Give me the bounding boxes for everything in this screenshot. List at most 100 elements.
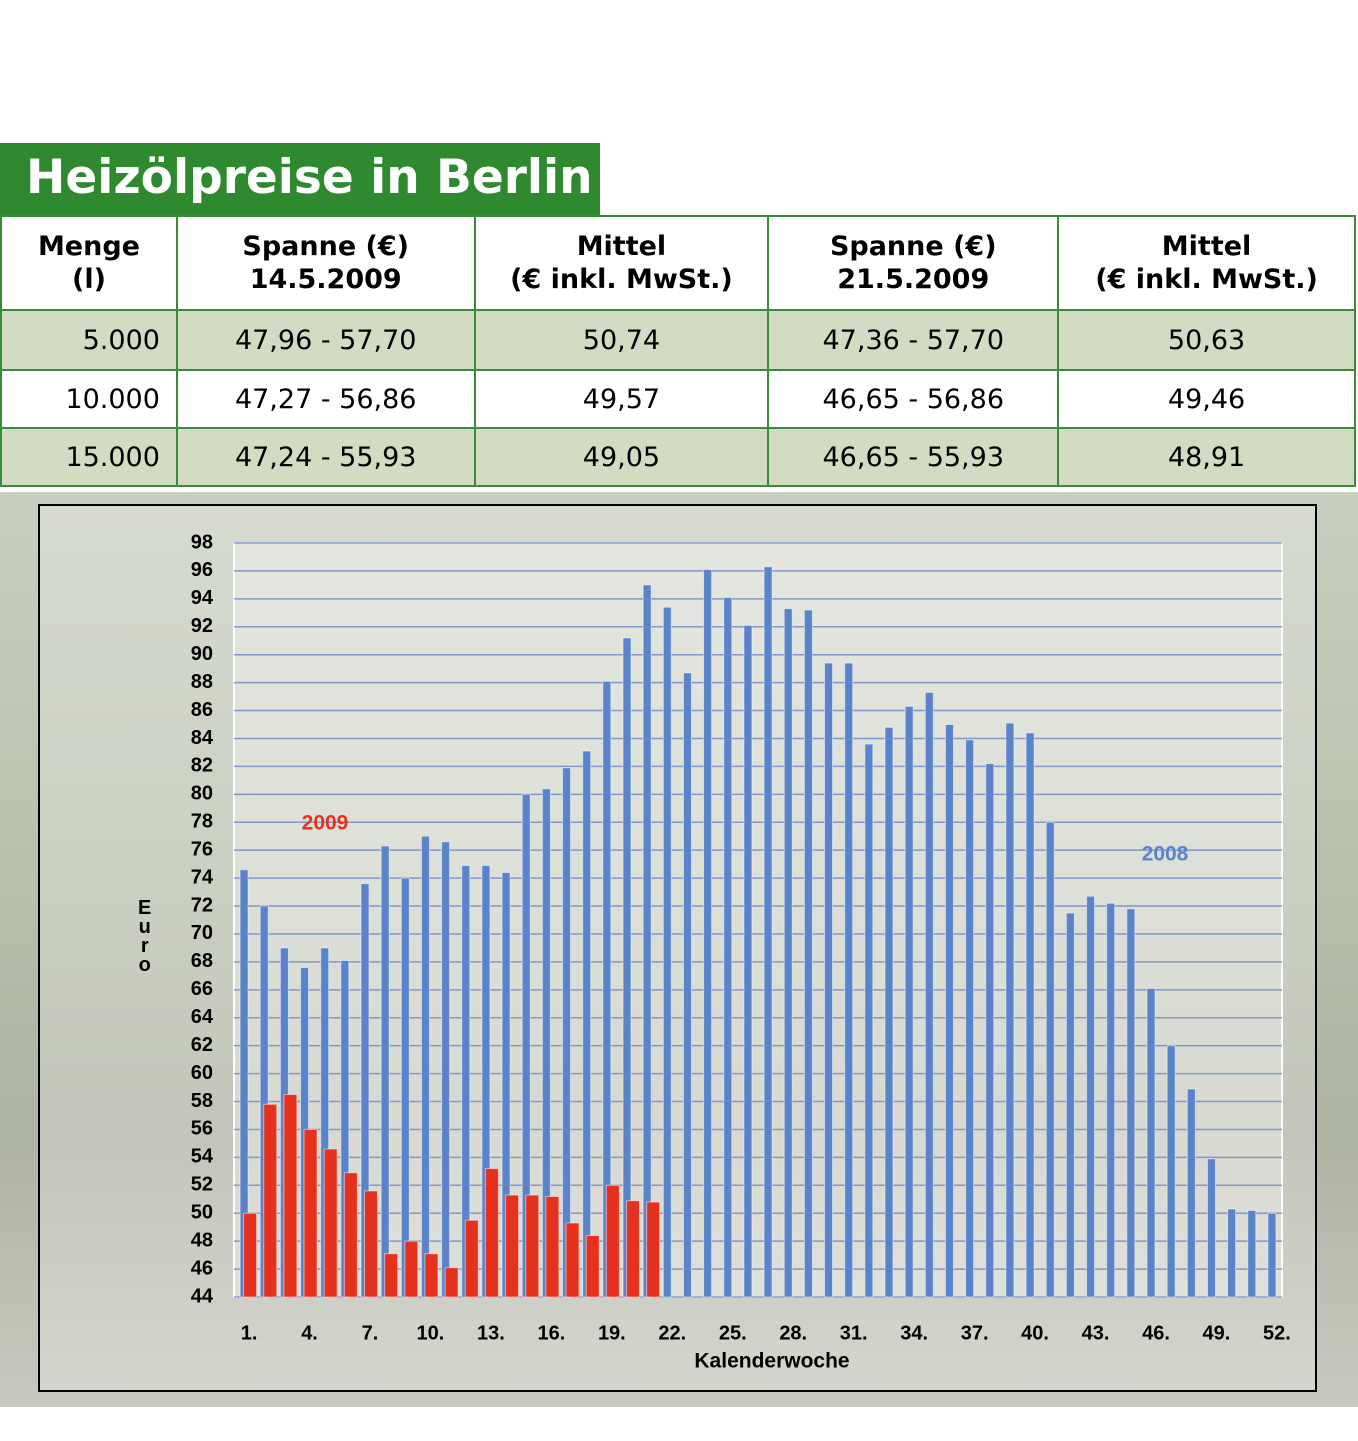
y-tick-label: 86 [191, 699, 213, 721]
bar [364, 1190, 378, 1298]
y-tick-label: 90 [191, 643, 213, 665]
header-line: (€ inkl. MwSt.) [1095, 264, 1318, 295]
header-line: (l) [71, 264, 106, 295]
bar [380, 845, 390, 1298]
y-tick-label: 48 [191, 1229, 213, 1251]
bar [420, 835, 430, 1298]
bar [283, 1094, 298, 1298]
y-tick-label: 68 [191, 950, 213, 972]
bar [1086, 895, 1096, 1298]
y-tick-label: 96 [191, 559, 213, 581]
price-table: Menge (l) Spanne (€) 14.5.2009 Mittel (€ inkl… [0, 215, 1356, 487]
bar [243, 1212, 258, 1298]
y-tick-label: 82 [191, 755, 213, 777]
x-tick-label: 52. [1263, 1322, 1291, 1344]
header-line: Mittel [1161, 231, 1252, 262]
y-tick-label: 54 [191, 1146, 214, 1168]
bar [1267, 1212, 1277, 1298]
plot-area [233, 542, 1283, 1298]
bar [1106, 902, 1116, 1298]
table-cell: 47,27 - 56,86 [175, 369, 476, 429]
bar [944, 724, 954, 1298]
table-cell: 46,65 - 55,93 [767, 427, 1060, 487]
bar [525, 1194, 540, 1298]
table-cell: 47,96 - 57,70 [175, 309, 476, 371]
table-cell: 49,57 [473, 369, 770, 429]
bar [464, 1219, 479, 1298]
table-cell: 15.000 [0, 427, 178, 487]
table-cell: 49,46 [1057, 369, 1356, 429]
table-cell: 47,36 - 57,70 [767, 309, 1060, 371]
bar [904, 705, 914, 1298]
bar [743, 624, 753, 1298]
bar [763, 566, 773, 1298]
bar [404, 1240, 419, 1298]
x-tick-label: 4. [301, 1322, 318, 1344]
table-cell: 48,91 [1057, 427, 1356, 487]
bar [303, 1128, 318, 1298]
bar [1166, 1045, 1176, 1298]
bar [605, 1184, 620, 1298]
y-tick-label: 92 [191, 615, 213, 637]
bar [444, 1267, 459, 1298]
header-line: Mittel [576, 231, 667, 262]
bar [1045, 821, 1055, 1298]
bar [1227, 1208, 1237, 1298]
bar [924, 691, 934, 1298]
bar [622, 637, 632, 1298]
bar [723, 596, 733, 1298]
bar [424, 1253, 439, 1298]
y-tick-label: 88 [191, 671, 213, 693]
table-cell: 49,05 [473, 427, 770, 487]
header-cell: Spanne (€) 21.5.2009 [767, 215, 1060, 311]
x-tick-label: 22. [658, 1322, 686, 1344]
bar [642, 584, 652, 1298]
x-tick-label: 49. [1203, 1322, 1231, 1344]
x-tick-label: 13. [477, 1322, 505, 1344]
y-tick-label: 74 [191, 866, 214, 888]
bar [1186, 1088, 1196, 1298]
bar [400, 877, 410, 1298]
y-tick-label: 84 [191, 727, 214, 749]
header-line: Spanne (€) [242, 231, 410, 262]
table-cell: 47,24 - 55,93 [175, 427, 476, 487]
y-tick-label: 78 [191, 811, 213, 833]
x-tick-label: 19. [598, 1322, 626, 1344]
y-tick-label: 94 [191, 587, 214, 609]
bar [1025, 732, 1035, 1298]
bar [803, 609, 813, 1298]
y-tick-label: 64 [191, 1006, 214, 1028]
table-cell: 5.000 [0, 309, 178, 371]
header-line: 14.5.2009 [249, 264, 402, 295]
y-tick-label: 66 [191, 978, 213, 1000]
x-tick-label: 34. [900, 1322, 928, 1344]
y-tick-label: 72 [191, 894, 213, 916]
bar [783, 608, 793, 1298]
bar [626, 1200, 640, 1298]
title: Heizölpreise in Berlin [0, 143, 600, 216]
bar [864, 743, 874, 1298]
x-tick-label: 37. [961, 1322, 989, 1344]
table-cell: 50,74 [473, 309, 770, 371]
x-tick-label: 16. [537, 1322, 565, 1344]
bar [441, 841, 451, 1298]
y-tick-label: 60 [191, 1062, 213, 1084]
x-tick-label: 10. [417, 1322, 445, 1344]
bar [1146, 987, 1156, 1298]
header-line: (€ inkl. MwSt.) [510, 264, 733, 295]
x-tick-label: 43. [1082, 1322, 1110, 1344]
y-tick-label: 62 [191, 1034, 213, 1056]
bar [263, 1103, 278, 1298]
header-line: Menge [37, 231, 140, 262]
y-tick-label: 58 [191, 1090, 213, 1112]
x-tick-label: 1. [241, 1322, 258, 1344]
bar [985, 763, 995, 1298]
bar [824, 662, 834, 1298]
x-axis-label: Kalenderwoche [694, 1350, 849, 1373]
table-cell: 50,63 [1057, 309, 1356, 371]
y-tick-label: 46 [191, 1257, 213, 1279]
bar [585, 1235, 600, 1298]
bar [1247, 1209, 1257, 1298]
y-tick-label: 80 [191, 783, 213, 805]
